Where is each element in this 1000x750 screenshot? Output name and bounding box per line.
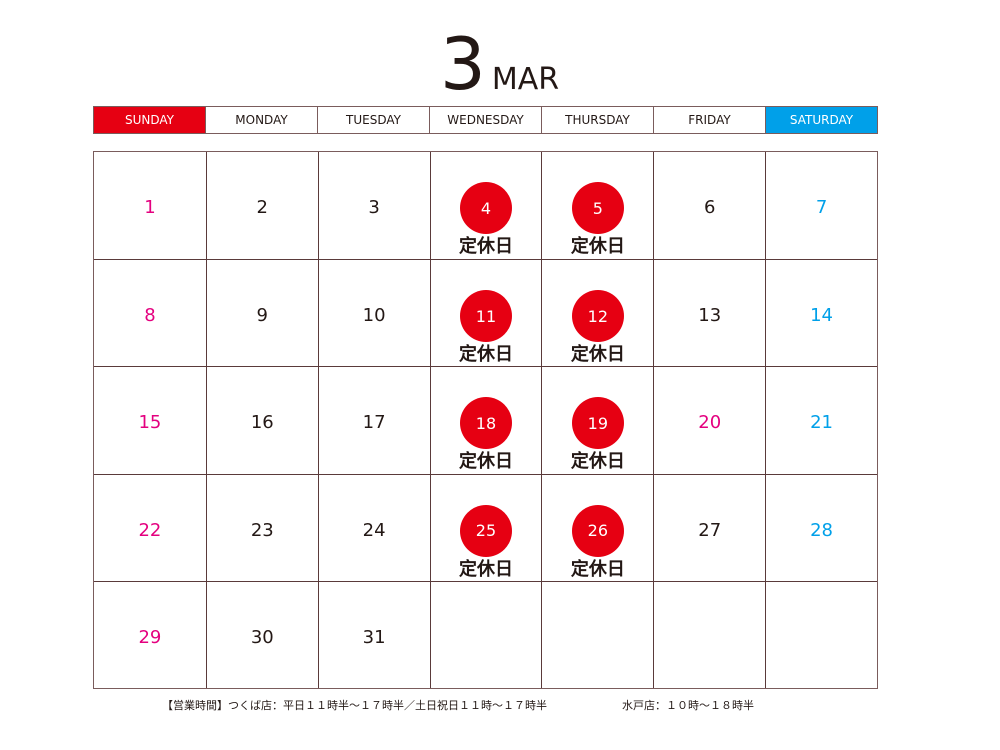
day-cell: 17 — [317, 366, 430, 474]
day-cell: 19 定休日 — [541, 366, 654, 474]
day-cell: 7 — [765, 152, 877, 260]
day-number: 28 — [810, 519, 834, 541]
day-cell: 8 — [94, 259, 206, 366]
weekday-sunday: SUNDAY — [94, 107, 205, 133]
day-number: 23 — [250, 519, 274, 541]
weekday-wednesday: WEDNESDAY — [429, 107, 541, 133]
day-number: 29 — [138, 626, 162, 648]
day-cell: 14 — [765, 259, 877, 367]
day-cell: 4 定休日 — [429, 152, 542, 260]
closed-label: 定休日 — [570, 451, 625, 473]
day-number: 1 — [144, 197, 156, 218]
day-number: 30 — [250, 626, 274, 648]
day-cell: 6 — [653, 152, 765, 260]
closed-label: 定休日 — [570, 558, 625, 580]
closed-label: 定休日 — [458, 236, 513, 257]
day-cell: 26 定休日 — [541, 473, 654, 581]
day-cell: 29 — [94, 580, 206, 688]
day-number: 31 — [362, 626, 386, 648]
day-cell: 30 — [205, 580, 318, 688]
day-cell: 16 — [205, 366, 318, 474]
day-cell: 22 — [94, 473, 206, 581]
weekday-header: SUNDAY MONDAY TUESDAY WEDNESDAY THURSDAY… — [93, 106, 878, 134]
weekday-saturday: SATURDAY — [765, 107, 877, 133]
day-cell: 5 定休日 — [541, 152, 653, 260]
day-cell: 15 — [94, 366, 206, 473]
day-number: 14 — [810, 305, 834, 327]
day-number: 22 — [138, 519, 162, 541]
day-cell: 1 — [94, 152, 206, 259]
footer-hours-mito: 水戸店：１０時～１８時半 — [622, 699, 754, 712]
day-number: 24 — [362, 519, 386, 541]
weekday-monday: MONDAY — [205, 107, 317, 133]
closed-day-circle: 25 — [459, 504, 512, 557]
day-cell: 31 — [317, 580, 430, 688]
closed-day-circle: 18 — [459, 397, 512, 450]
day-number: 2 — [256, 197, 268, 218]
closed-label: 定休日 — [458, 451, 513, 473]
day-cell: 10 — [317, 259, 430, 367]
day-cell: 12 定休日 — [541, 259, 654, 367]
day-number: 7 — [815, 197, 828, 218]
closed-day-circle: 12 — [571, 290, 624, 343]
day-number: 13 — [698, 305, 722, 327]
day-cell: 2 — [205, 152, 318, 260]
closed-day-circle: 19 — [571, 397, 624, 450]
day-cell: 28 — [765, 473, 877, 581]
day-cell: 18 定休日 — [429, 366, 542, 474]
day-cell: 21 — [765, 366, 877, 474]
day-cell: 9 — [205, 259, 318, 367]
month-abbr: MAR — [491, 62, 560, 97]
day-number: 8 — [144, 305, 156, 327]
closed-label: 定休日 — [458, 558, 513, 580]
day-cell: 23 — [205, 473, 318, 581]
closed-day-circle: 11 — [459, 290, 512, 343]
day-number: 20 — [698, 412, 722, 434]
month-title: 3 MAR — [440, 28, 559, 100]
day-cell: 13 — [653, 259, 766, 367]
day-cell: 27 — [653, 473, 766, 581]
day-cell: 25 定休日 — [429, 473, 542, 581]
weekday-thursday: THURSDAY — [541, 107, 653, 133]
closed-day-circle: 4 — [459, 182, 512, 234]
month-number: 3 — [440, 22, 486, 106]
day-cell — [765, 580, 877, 688]
weekday-friday: FRIDAY — [653, 107, 765, 133]
day-number: 6 — [703, 197, 716, 218]
closed-label: 定休日 — [570, 344, 625, 366]
day-cell: 11 定休日 — [429, 259, 542, 367]
day-cell: 20 — [653, 366, 766, 474]
calendar-grid: 1 2 3 4 定休日 5 定休日 6 7 8 9 10 11 定休日 12 定休日 13 14 15 16 17 18 定… — [93, 151, 878, 689]
day-cell — [653, 580, 766, 688]
closed-label: 定休日 — [570, 236, 625, 257]
closed-day-circle: 26 — [571, 504, 624, 557]
day-number: 27 — [698, 519, 722, 541]
day-number: 3 — [368, 197, 380, 218]
day-cell: 24 — [317, 473, 430, 581]
day-number: 10 — [362, 305, 386, 327]
footer-hours-tsukuba: 【営業時間】つくば店：平日１１時半～１７時半／土日祝日１１時～１７時半 — [162, 699, 547, 712]
day-number: 17 — [362, 412, 386, 434]
day-cell — [429, 580, 542, 688]
day-number: 15 — [138, 412, 162, 434]
day-number: 9 — [256, 305, 268, 327]
closed-label: 定休日 — [458, 344, 513, 366]
weekday-tuesday: TUESDAY — [317, 107, 429, 133]
day-number: 21 — [810, 412, 834, 434]
day-number: 16 — [250, 412, 274, 434]
day-cell — [541, 580, 654, 688]
closed-day-circle: 5 — [571, 182, 624, 234]
day-cell: 3 — [317, 152, 430, 260]
